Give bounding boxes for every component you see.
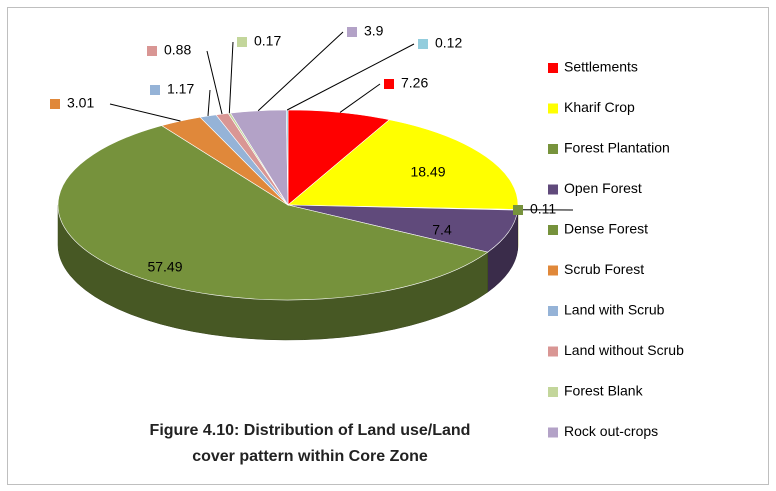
- label-key: [347, 27, 357, 37]
- data-label: 18.49: [410, 164, 445, 180]
- leader-line: [228, 41, 234, 114]
- legend-label: Open Forest: [564, 180, 642, 196]
- label-key: [384, 79, 394, 89]
- label-key: [150, 85, 160, 95]
- legend-label: Kharif Crop: [564, 99, 635, 115]
- label-key: [513, 205, 523, 215]
- data-label: 1.17: [167, 81, 194, 97]
- data-label: 0.11: [530, 201, 556, 217]
- chart-title: Figure 4.10: Distribution of Land use/La…: [149, 422, 471, 465]
- legend-swatch: [548, 346, 558, 357]
- pie-slice: [287, 119, 519, 210]
- legend-swatch: [548, 144, 558, 154]
- leader-line: [286, 43, 415, 111]
- leader-line: [339, 83, 381, 113]
- data-label: 0.17: [254, 33, 281, 49]
- legend-swatch: [548, 103, 558, 114]
- label-key: [237, 37, 247, 47]
- legend-label: Settlements: [564, 59, 638, 75]
- leader-line: [257, 31, 344, 112]
- pie-slice: [57, 125, 489, 301]
- legend-label: Rock out-crops: [564, 423, 658, 439]
- legend-swatch: [548, 184, 558, 195]
- leader-line: [207, 89, 211, 116]
- legend-swatch: [548, 306, 558, 316]
- data-label: 57.49: [147, 259, 182, 275]
- legend-label: Dense Forest: [564, 221, 648, 237]
- data-label: 0.12: [435, 35, 462, 51]
- label-key: [418, 39, 428, 49]
- data-label: 0.88: [164, 42, 191, 58]
- legend-label: Land with Scrub: [564, 302, 665, 318]
- data-label: 7.4: [432, 222, 452, 238]
- data-label: 7.26: [401, 75, 428, 91]
- legend-swatch: [548, 387, 558, 397]
- leader-line: [206, 50, 223, 115]
- chart-frame: [7, 7, 769, 485]
- data-label: 3.9: [364, 23, 384, 39]
- label-key: [147, 46, 157, 56]
- legend-swatch: [548, 63, 558, 73]
- legend-label: Forest Blank: [564, 383, 644, 399]
- label-key: [50, 99, 60, 109]
- legend-label: Forest Plantation: [564, 140, 670, 156]
- legend-label: Land without Scrub: [564, 342, 684, 358]
- legend-swatch: [548, 225, 558, 235]
- data-label: 3.01: [67, 95, 94, 111]
- legend-label: Scrub Forest: [564, 261, 644, 277]
- legend-swatch: [548, 427, 558, 438]
- pie-slice: [287, 109, 390, 206]
- legend-swatch: [548, 265, 558, 276]
- leader-line: [109, 103, 181, 122]
